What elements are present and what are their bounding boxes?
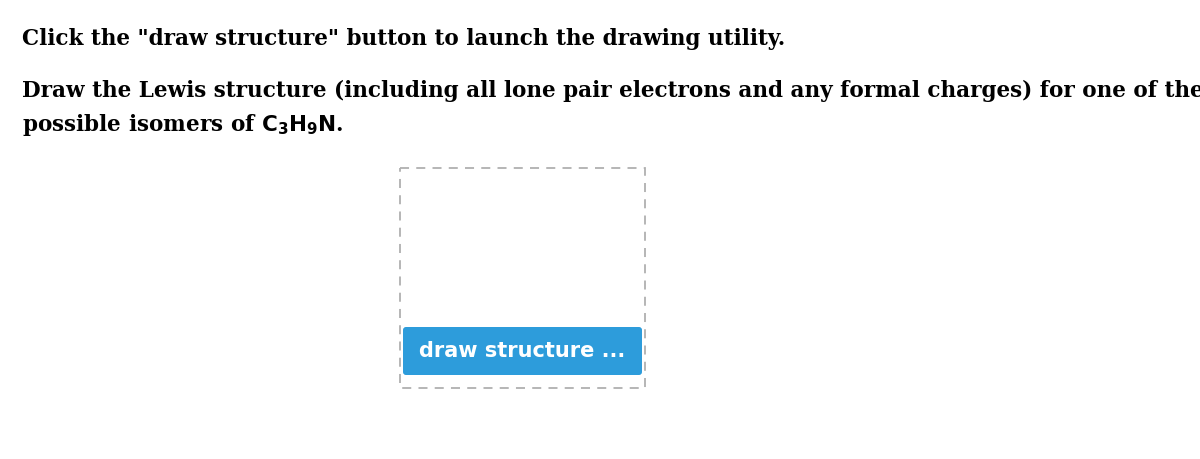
Text: Draw the Lewis structure (including all lone pair electrons and any formal charg: Draw the Lewis structure (including all … (22, 80, 1200, 102)
Text: Click the "draw structure" button to launch the drawing utility.: Click the "draw structure" button to lau… (22, 28, 785, 50)
Text: possible isomers of $\mathbf{C_3H_9N}$.: possible isomers of $\mathbf{C_3H_9N}$. (22, 112, 343, 138)
Bar (400, 168, 646, 388)
FancyBboxPatch shape (403, 327, 642, 375)
Text: draw structure ...: draw structure ... (419, 341, 625, 361)
